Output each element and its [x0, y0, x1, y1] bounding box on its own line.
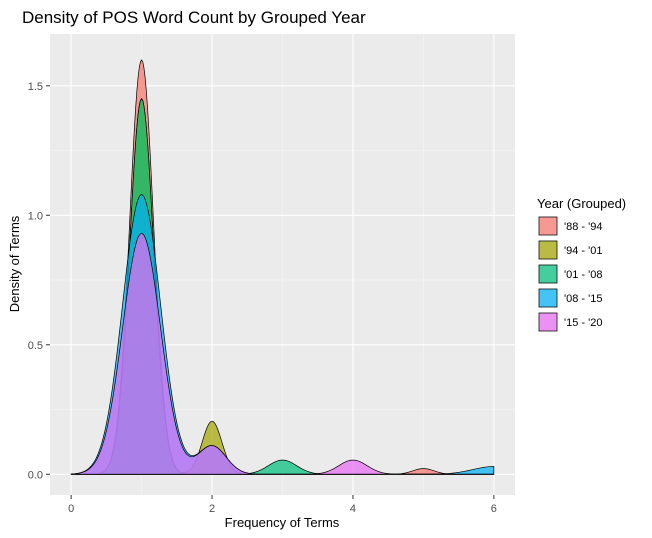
y-tick-label: 0.5 — [28, 340, 43, 352]
y-tick-label: 1.5 — [28, 81, 43, 93]
x-tick-label: 0 — [68, 503, 74, 515]
legend-item: '88 - '94 — [538, 216, 602, 236]
x-axis-title: Frequency of Terms — [225, 515, 340, 530]
y-tick-label: 0.0 — [28, 469, 43, 481]
x-tick-label: 4 — [350, 503, 356, 515]
legend-label: '88 - '94 — [564, 221, 602, 233]
legend-title: Year (Grouped) — [537, 196, 626, 211]
legend-swatch — [538, 216, 558, 236]
x-tick-label: 2 — [209, 503, 215, 515]
legend-swatch — [538, 312, 558, 332]
density-area-15-20 — [70, 233, 494, 475]
legend-item: '01 - '08 — [538, 264, 602, 284]
density-areas — [70, 59, 495, 475]
legend-item: '08 - '15 — [538, 288, 602, 308]
legend-label: '94 - '01 — [564, 245, 602, 257]
y-tick-label: 1.0 — [28, 210, 43, 222]
x-tick-label: 6 — [491, 503, 497, 515]
legend-item: '15 - '20 — [538, 312, 602, 332]
y-axis-title: Density of Terms — [7, 215, 22, 312]
legend-label: '08 - '15 — [564, 293, 602, 305]
legend-item: '94 - '01 — [538, 240, 602, 260]
legend-label: '01 - '08 — [564, 269, 602, 281]
legend-swatch — [538, 288, 558, 308]
legend: Year (Grouped) '88 - '94 '94 - '01 '01 - '… — [537, 196, 626, 332]
legend-swatch — [538, 240, 558, 260]
axes: 0 2 4 6 0.0 0.5 1.0 1.5 — [28, 81, 497, 515]
legend-swatch — [538, 264, 558, 284]
legend-label: '15 - '20 — [564, 317, 602, 329]
chart-title: Density of POS Word Count by Grouped Yea… — [22, 8, 366, 27]
